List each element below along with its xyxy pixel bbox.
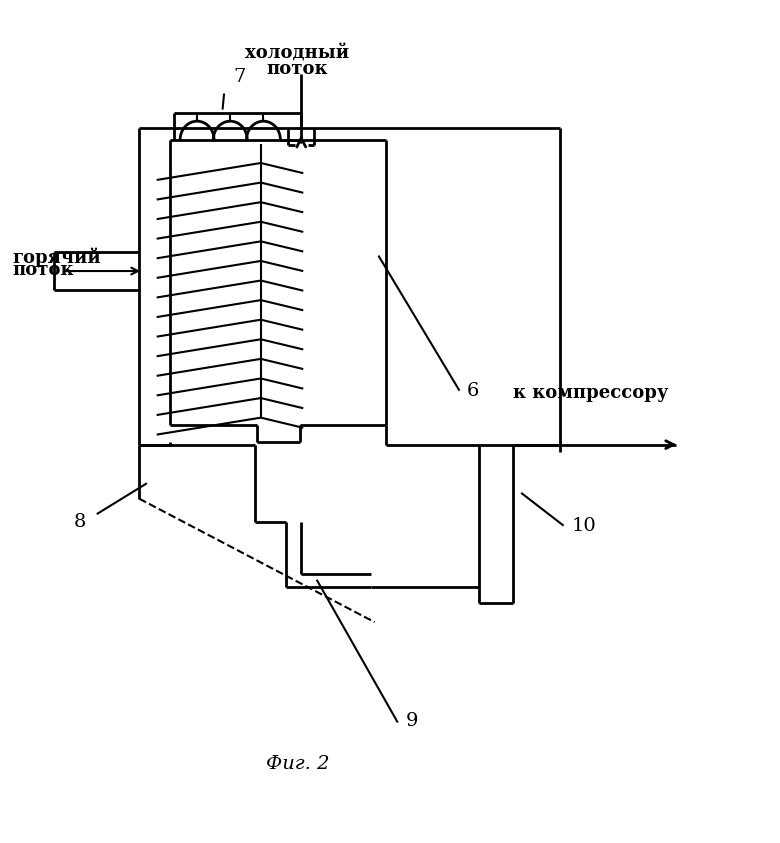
Text: горячий: горячий — [12, 248, 101, 267]
Text: 7: 7 — [233, 67, 246, 86]
Text: 10: 10 — [571, 517, 596, 534]
Text: к компрессору: к компрессору — [513, 384, 668, 402]
Text: поток: поток — [12, 260, 73, 279]
Text: 9: 9 — [406, 712, 418, 730]
Text: 8: 8 — [73, 513, 86, 531]
Text: поток: поток — [267, 60, 328, 78]
Text: холодный: холодный — [246, 45, 349, 62]
Text: 6: 6 — [467, 382, 480, 400]
Text: Фиг. 2: Фиг. 2 — [266, 754, 329, 772]
